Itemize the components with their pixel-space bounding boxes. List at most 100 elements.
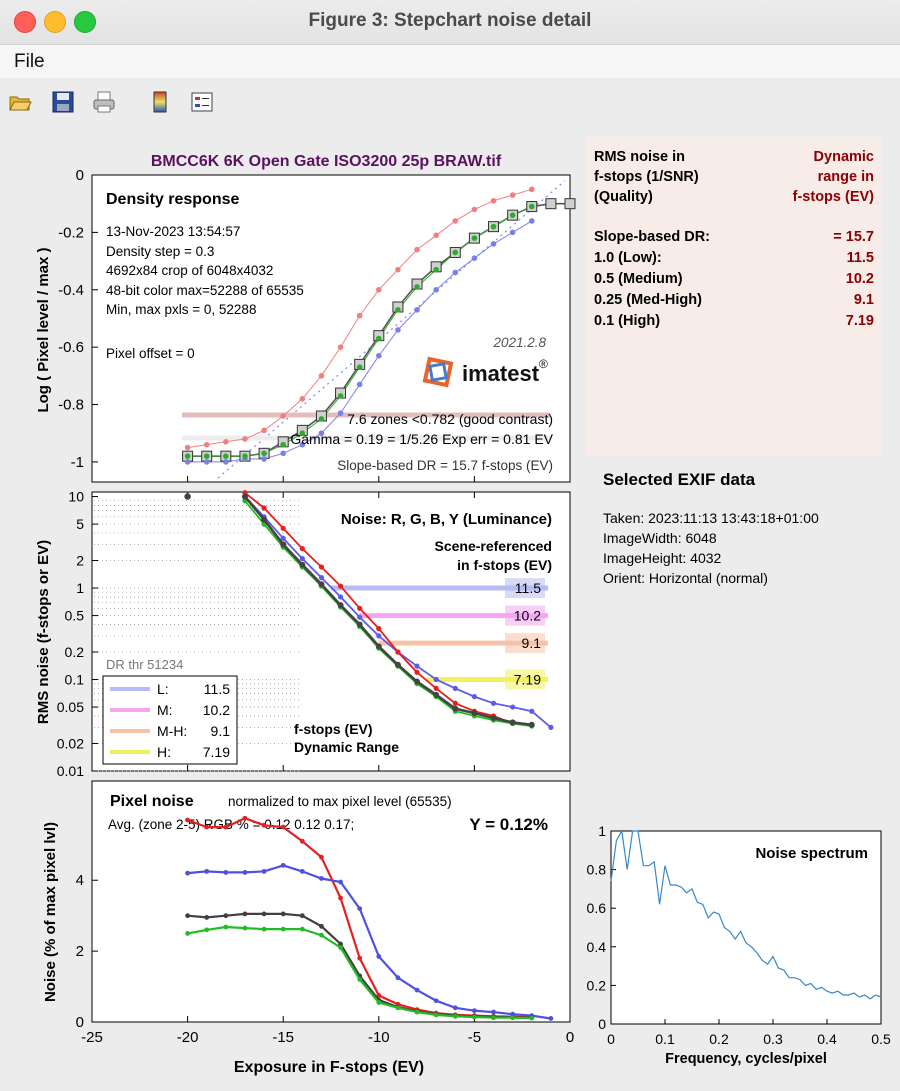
noise-ytick-label: 0.2	[65, 644, 85, 660]
info-right-2: range in	[817, 169, 874, 185]
density-point-R	[414, 246, 420, 253]
noise-ytick-label: 0.01	[57, 763, 84, 779]
print-icon[interactable]	[92, 90, 116, 114]
menu-bar: File	[0, 45, 900, 78]
dr-tag: 11.5	[515, 580, 541, 596]
density-point-R	[261, 427, 267, 434]
noise-point-B	[529, 708, 535, 714]
noise-point-Y	[414, 678, 421, 685]
info-left-1: RMS noise in	[594, 149, 686, 165]
density-point-B	[452, 269, 459, 276]
version-label: 2021.2.8	[492, 335, 546, 350]
pixel-point-G	[510, 1015, 516, 1021]
density-point-B	[490, 241, 497, 247]
spectrum-xtick-label: 0.1	[655, 1031, 675, 1047]
info-left-3: (Quality)	[594, 189, 653, 205]
pixel-point-G	[338, 945, 343, 950]
noise-point-Y	[337, 602, 344, 609]
density-point-R	[223, 439, 229, 445]
density-line-minmax: Min, max pxls = 0, 52288	[106, 302, 256, 317]
pixel-point-G	[204, 927, 210, 933]
density-point-G	[242, 453, 248, 459]
spectrum-ytick-label: 0.8	[587, 862, 607, 878]
noise-point-B	[357, 614, 363, 620]
info-right-3: f-stops (EV)	[792, 189, 874, 205]
info-row-label-medium: 0.5 (Medium)	[594, 271, 683, 287]
pixel-ytick-label: 2	[76, 943, 84, 960]
density-point-G	[509, 212, 516, 218]
pixel-point-B	[357, 906, 363, 911]
density-point-Y	[545, 198, 557, 210]
noise-point-R	[452, 700, 458, 706]
colorbar-icon[interactable]	[148, 90, 172, 114]
density-ytick-label: -1	[71, 454, 84, 471]
pixel-point-B	[242, 870, 248, 875]
spectrum-xtick-label: 0.3	[763, 1031, 783, 1047]
density-point-G	[280, 441, 287, 448]
spectrum-xtick-label: 0.5	[871, 1031, 891, 1047]
pixel-point-R	[357, 955, 363, 961]
menu-file[interactable]: File	[14, 51, 45, 72]
density-point-G	[414, 284, 420, 290]
noise-point-R	[261, 505, 267, 511]
zones-label: 7.6 zones <0.782 (good contrast)	[347, 411, 553, 427]
open-folder-icon[interactable]	[8, 90, 32, 114]
spectrum-xtick-label: 0.4	[817, 1031, 837, 1047]
pixel-point-B	[472, 1008, 477, 1014]
density-point-B	[280, 450, 287, 457]
dr-tag-bg	[505, 633, 545, 654]
density-ytick-label: -0.2	[58, 224, 84, 241]
pixel-point-Y	[338, 941, 343, 947]
density-point-B	[356, 381, 363, 388]
pixel-noise-panel	[91, 780, 571, 1023]
density-point-G	[471, 235, 478, 241]
noise-point-R	[376, 626, 382, 632]
pixel-point-B	[261, 868, 267, 874]
save-icon[interactable]	[51, 90, 75, 114]
noise-point-R	[414, 669, 420, 675]
pixel-point-Y	[185, 913, 191, 919]
pixel-point-G	[280, 926, 286, 932]
spectrum-ytick-label: 0	[598, 1016, 606, 1032]
exif-taken: Taken: 2023:11:13 13:43:18+01:00	[603, 510, 819, 526]
noise-point-B	[337, 594, 344, 600]
legend-icon[interactable]	[190, 90, 214, 114]
info-row-label-low: 1.0 (Low):	[594, 250, 662, 266]
pixel-point-Y	[242, 911, 248, 917]
pixel-point-R	[185, 817, 191, 823]
info-right-1: Dynamic	[813, 149, 874, 165]
pixel-point-R	[280, 824, 286, 830]
info-row-label-medhigh: 0.25 (Med-High)	[594, 292, 702, 308]
pixel-point-B	[185, 870, 191, 876]
density-point-G	[299, 430, 306, 437]
spectrum-ytick-label: 0.4	[587, 939, 607, 955]
spectrum-line	[610, 829, 882, 1000]
dr-tag-bg	[505, 578, 545, 599]
density-point-R	[203, 441, 210, 448]
density-point-G	[433, 266, 439, 273]
pixel-point-G	[472, 1014, 477, 1020]
pixel-point-R	[261, 822, 267, 828]
noise-point-B	[280, 535, 286, 541]
pixel-xtick-label: -5	[468, 1029, 481, 1046]
density-point-R	[299, 395, 306, 402]
density-point-B	[471, 255, 478, 262]
noise-point-B	[299, 555, 305, 562]
minimize-window-button[interactable]	[44, 11, 66, 33]
noise-point-Y	[375, 643, 382, 650]
spectrum-title: Noise spectrum	[755, 845, 868, 862]
density-point-B	[376, 352, 382, 359]
pixel-point-B	[338, 879, 343, 885]
dr-tag: 9.1	[522, 635, 542, 651]
pixel-noise-heading: Pixel noise	[110, 793, 194, 810]
pixel-noise-ylabel: Noise (% of max pixel lvl)	[42, 822, 59, 1002]
close-window-button[interactable]	[14, 11, 36, 33]
info-row-label-slope: Slope-based DR:	[594, 229, 711, 245]
slope-dr-label: Slope-based DR = 15.7 f-stops (EV)	[337, 458, 553, 473]
density-point-G	[203, 453, 210, 459]
density-point-G	[261, 450, 267, 457]
pixel-point-G	[319, 932, 324, 938]
pixel-point-Y	[261, 911, 267, 917]
noise-point-Y	[471, 710, 478, 717]
zoom-window-button[interactable]	[74, 11, 96, 33]
